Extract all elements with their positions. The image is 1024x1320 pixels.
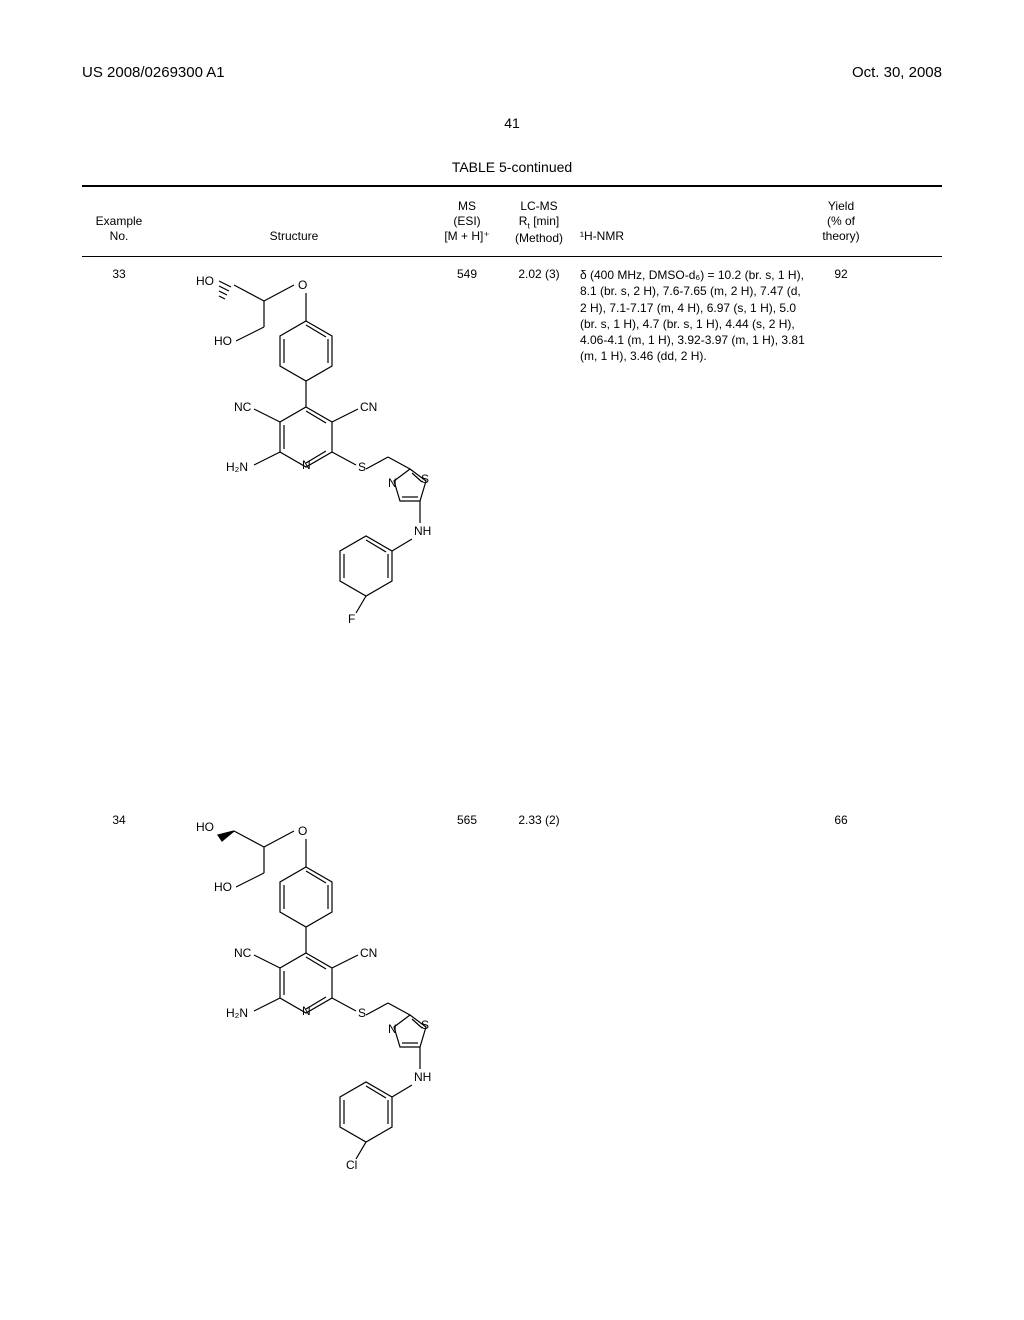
svg-text:S: S bbox=[358, 1006, 366, 1020]
table-title: TABLE 5-continued bbox=[0, 159, 1024, 175]
col-header-ms: MS (ESI) [M + H]⁺ bbox=[432, 199, 502, 246]
col-header-lcms: LC-MS Rt [min] (Method) bbox=[502, 199, 576, 246]
svg-text:N: N bbox=[302, 1004, 311, 1018]
chemical-structure-icon: HO O HO N NC CN H₂N bbox=[156, 813, 432, 1169]
col-header-nmr: ¹H-NMR bbox=[576, 199, 806, 246]
cell-ms: 549 bbox=[432, 267, 502, 623]
cell-ms: 565 bbox=[432, 813, 502, 1169]
svg-text:HO: HO bbox=[196, 274, 214, 288]
svg-text:NH: NH bbox=[414, 1070, 431, 1084]
row-spacer bbox=[82, 623, 942, 803]
svg-text:F: F bbox=[348, 612, 355, 623]
page-number: 41 bbox=[0, 115, 1024, 131]
cell-lcms: 2.33 (2) bbox=[502, 813, 576, 1169]
svg-text:S: S bbox=[421, 472, 429, 486]
col-header-yield: Yield (% of theory) bbox=[806, 199, 876, 246]
cell-structure: HO O HO N bbox=[156, 267, 432, 623]
cell-example-no: 34 bbox=[82, 813, 156, 1169]
cell-structure: HO O HO N NC CN H₂N bbox=[156, 813, 432, 1169]
svg-text:N: N bbox=[388, 1022, 397, 1036]
col-header-example-no: Example No. bbox=[82, 199, 156, 246]
col-header-structure: Structure bbox=[156, 199, 432, 246]
svg-text:O: O bbox=[298, 278, 307, 292]
svg-text:NC: NC bbox=[234, 400, 252, 414]
table-row: 34 HO O HO bbox=[82, 803, 942, 1169]
chemical-structure-icon: HO O HO N bbox=[156, 267, 432, 623]
patent-number: US 2008/0269300 A1 bbox=[82, 64, 225, 81]
svg-text:H₂N: H₂N bbox=[226, 460, 248, 474]
table-header-row: Example No. Structure MS (ESI) [M + H]⁺ … bbox=[82, 187, 942, 256]
data-table: Example No. Structure MS (ESI) [M + H]⁺ … bbox=[82, 185, 942, 1169]
svg-text:N: N bbox=[388, 476, 397, 490]
svg-text:CN: CN bbox=[360, 400, 377, 414]
svg-text:NH: NH bbox=[414, 524, 431, 538]
svg-text:H₂N: H₂N bbox=[226, 1006, 248, 1020]
cell-yield: 92 bbox=[806, 267, 876, 623]
svg-text:HO: HO bbox=[214, 880, 232, 894]
svg-text:N: N bbox=[302, 458, 311, 472]
cell-example-no: 33 bbox=[82, 267, 156, 623]
svg-text:CN: CN bbox=[360, 946, 377, 960]
publication-date: Oct. 30, 2008 bbox=[852, 64, 942, 81]
cell-lcms: 2.02 (3) bbox=[502, 267, 576, 623]
svg-text:Cl: Cl bbox=[346, 1158, 357, 1169]
cell-nmr: δ (400 MHz, DMSO-d₆) = 10.2 (br. s, 1 H)… bbox=[576, 267, 806, 623]
svg-text:HO: HO bbox=[214, 334, 232, 348]
cell-yield: 66 bbox=[806, 813, 876, 1169]
table-row: 33 HO O HO bbox=[82, 257, 942, 623]
svg-text:S: S bbox=[421, 1018, 429, 1032]
svg-text:HO: HO bbox=[196, 820, 214, 834]
cell-nmr bbox=[576, 813, 806, 1169]
svg-text:O: O bbox=[298, 824, 307, 838]
svg-text:S: S bbox=[358, 460, 366, 474]
svg-text:NC: NC bbox=[234, 946, 252, 960]
